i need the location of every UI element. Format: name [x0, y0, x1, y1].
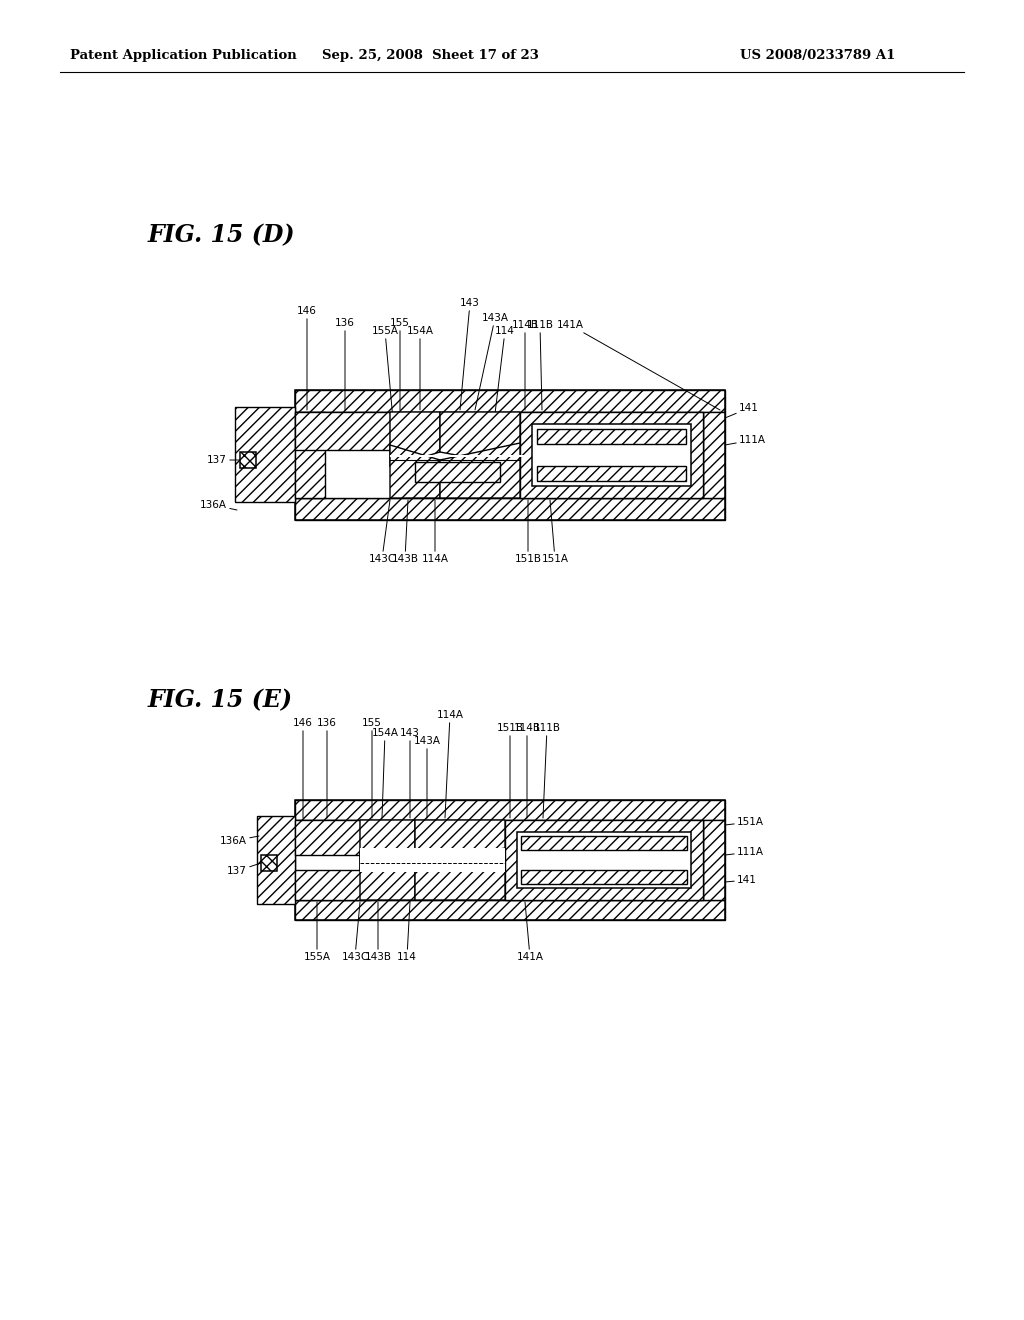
Text: 155: 155	[390, 318, 410, 411]
Text: 143: 143	[400, 729, 420, 818]
Bar	[703, 412, 725, 498]
Bar	[415, 462, 500, 482]
Text: 143: 143	[460, 298, 480, 411]
Bar	[295, 800, 725, 820]
Text: 114B: 114B	[513, 723, 541, 818]
Text: 114A: 114A	[422, 500, 449, 564]
Bar	[240, 451, 256, 469]
Text: 141A: 141A	[516, 902, 544, 962]
Text: US 2008/0233789 A1: US 2008/0233789 A1	[740, 49, 895, 62]
Text: 114A: 114A	[436, 710, 464, 818]
Text: 141: 141	[725, 875, 757, 884]
Text: 143C: 143C	[341, 902, 369, 962]
Text: 136A: 136A	[220, 836, 259, 846]
Bar	[295, 389, 725, 520]
Text: 155A: 155A	[303, 902, 331, 962]
Polygon shape	[390, 412, 440, 467]
Bar	[257, 816, 295, 904]
Polygon shape	[415, 820, 505, 873]
Bar	[532, 424, 691, 486]
Bar	[295, 412, 390, 450]
Bar	[520, 412, 703, 498]
Text: Patent Application Publication: Patent Application Publication	[70, 49, 297, 62]
Bar	[234, 407, 295, 502]
Text: 155A: 155A	[372, 326, 398, 442]
Text: 151B: 151B	[514, 500, 542, 564]
Bar	[295, 900, 725, 920]
Bar	[295, 820, 360, 855]
Text: 111A: 111A	[725, 847, 764, 857]
Text: 155: 155	[362, 718, 382, 818]
Bar	[537, 466, 686, 480]
Bar	[295, 820, 703, 900]
Bar	[295, 412, 703, 498]
Text: 137: 137	[207, 455, 240, 465]
Bar	[295, 412, 325, 498]
Polygon shape	[390, 445, 440, 498]
Text: 136: 136	[335, 318, 355, 411]
Bar	[703, 820, 725, 900]
Text: 151A: 151A	[542, 500, 568, 564]
Polygon shape	[440, 444, 520, 498]
Text: 143B: 143B	[391, 500, 419, 564]
Text: 141A: 141A	[556, 319, 720, 411]
Bar	[521, 836, 687, 850]
Text: FIG. 15 (E): FIG. 15 (E)	[148, 688, 293, 711]
Text: 111B: 111B	[534, 723, 560, 818]
Bar	[521, 870, 687, 884]
Text: FIG. 15 (D): FIG. 15 (D)	[148, 223, 296, 247]
Text: Sep. 25, 2008  Sheet 17 of 23: Sep. 25, 2008 Sheet 17 of 23	[322, 49, 539, 62]
Text: 111B: 111B	[526, 319, 554, 411]
Bar	[537, 429, 686, 444]
Polygon shape	[360, 820, 415, 870]
Text: 146: 146	[293, 718, 313, 818]
Bar	[390, 455, 525, 457]
Text: 137: 137	[227, 863, 261, 876]
Text: 141: 141	[725, 403, 759, 418]
Bar	[295, 498, 725, 520]
Bar	[295, 800, 725, 920]
Text: 114: 114	[397, 902, 417, 962]
Text: 143A: 143A	[475, 313, 509, 411]
Bar	[505, 820, 703, 900]
Text: 146: 146	[297, 306, 317, 411]
Bar	[517, 832, 691, 888]
Bar	[295, 870, 370, 900]
Polygon shape	[415, 847, 505, 900]
Polygon shape	[360, 851, 415, 900]
Text: 151B: 151B	[497, 723, 523, 818]
Text: 154A: 154A	[407, 326, 433, 411]
Bar	[261, 855, 278, 871]
Text: 114B: 114B	[512, 319, 539, 411]
Bar	[295, 389, 725, 412]
Text: 154A: 154A	[372, 729, 398, 818]
Polygon shape	[440, 412, 520, 467]
Text: 143B: 143B	[365, 902, 391, 962]
Text: 111A: 111A	[725, 436, 766, 445]
Text: 143C: 143C	[369, 500, 395, 564]
Text: 151A: 151A	[725, 817, 764, 828]
Bar	[360, 847, 505, 873]
Text: 143A: 143A	[414, 737, 440, 818]
Text: 114: 114	[490, 326, 515, 455]
Text: 136: 136	[317, 718, 337, 818]
Text: 136A: 136A	[200, 500, 237, 510]
